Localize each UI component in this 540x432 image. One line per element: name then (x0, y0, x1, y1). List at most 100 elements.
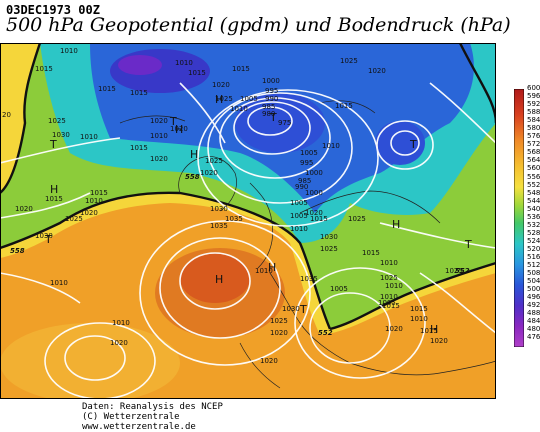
color-scale-tick: 552 (527, 180, 540, 189)
isobar-label: 1005 (240, 95, 258, 103)
edge-label: 20 (2, 111, 11, 119)
geopotential-west-strip (0, 43, 40, 193)
isobar-label: 1020 (150, 117, 168, 125)
isobar-label: 1015 (382, 302, 400, 310)
isobar-label: 1030 (320, 233, 338, 241)
high-pressure-marker: H (190, 148, 198, 161)
color-scale-tick: 560 (527, 164, 540, 173)
contour-labels: 558 558 552 552 (10, 173, 470, 337)
isobar-label: 1000 (305, 189, 323, 197)
isobar-label: 985 (262, 103, 275, 111)
isobar-label: 1030 (35, 232, 53, 240)
isobar-label: 975 (278, 119, 291, 127)
isobar-label: 1030 (52, 131, 70, 139)
isobar-label: 1020 (212, 81, 230, 89)
color-scale-tick: 496 (527, 293, 540, 302)
isobar-label: 980 (262, 110, 275, 118)
color-scale-tick: 592 (527, 100, 540, 109)
isobar-label: 995 (265, 87, 278, 95)
coastlines (119, 100, 496, 389)
map-title: 500 hPa Geopotential (gpdm) und Bodendru… (6, 14, 511, 36)
geopotential-high-core (180, 253, 250, 303)
isobar-label: 1010 (322, 142, 340, 150)
color-scale-tick: 568 (527, 148, 540, 157)
isobar-label: 1020 (305, 209, 323, 217)
isobar-label: 1015 (130, 144, 148, 152)
isobar-label: 1025 (320, 245, 338, 253)
isobar-label: 1020 (368, 67, 386, 75)
color-scale-tick: 580 (527, 124, 540, 133)
color-scale-tick: 528 (527, 228, 540, 237)
isobar-label: 1005 (290, 212, 308, 220)
color-scale-tick: 596 (527, 92, 540, 101)
isobar-label: 1020 (385, 325, 403, 333)
isobar-label: 985 (298, 177, 311, 185)
color-scale-tick: 500 (527, 285, 540, 294)
isobar-label: 1005 (330, 285, 348, 293)
isobar-label: 1020 (170, 125, 188, 133)
credit-source: Daten: Reanalysis des NCEP (82, 402, 223, 412)
color-scale-tick: 520 (527, 244, 540, 253)
color-scale-tick: 572 (527, 140, 540, 149)
isobar-label: 1025 (48, 117, 66, 125)
color-scale-tick: 532 (527, 220, 540, 229)
isobar-label: 1000 (305, 169, 323, 177)
isobar-label: 1025 (65, 215, 83, 223)
contour-552-west (0, 43, 42, 194)
contour-label: 558 (185, 173, 200, 181)
color-scale-tick: 476 (527, 333, 540, 342)
isobar-label: 1015 (35, 65, 53, 73)
isobar-label: 1035 (225, 215, 243, 223)
contour-label: 552 (318, 329, 333, 337)
color-scale-tick: 600 (527, 84, 540, 92)
isobar-label: 1020 (15, 205, 33, 213)
map-frame (0, 43, 496, 399)
data-credits: Daten: Reanalysis des NCEP (C) Wetterzen… (82, 402, 223, 432)
isobar-label: 1010 (380, 259, 398, 267)
isobar-label: 1010 (85, 197, 103, 205)
isobar-label: 990 (265, 95, 278, 103)
isobar-label: 1025 (380, 274, 398, 282)
isobar-label: 1025 (348, 215, 366, 223)
color-scale-labels: 600 596 592 588 584 580 576 572 568 564 560 556 552 5… (527, 84, 540, 342)
low-pressure-marker: T (49, 138, 57, 151)
isobar-label: 1000 (262, 77, 280, 85)
isobar-label: 1010 (150, 132, 168, 140)
contour-label: 558 (10, 247, 25, 255)
isobar-label: 1010 (50, 279, 68, 287)
low-pressure-marker: T (269, 111, 277, 124)
low-pressure-marker: T (44, 233, 52, 246)
color-scale-tick: 536 (527, 212, 540, 221)
isobar-label: 1030 (210, 205, 228, 213)
isobars (0, 82, 496, 399)
isobar-label: 1035 (210, 222, 228, 230)
high-pressure-marker: H (215, 273, 223, 286)
isobar-label: 1010 (112, 319, 130, 327)
isobar-label: 1010 (230, 105, 248, 113)
color-scale-bar (514, 89, 524, 347)
isobar-label: 1015 (45, 195, 63, 203)
isobar-label: 1025 (215, 95, 233, 103)
isobar-label: 1010 (175, 59, 193, 67)
isobar-label: 1020 (200, 169, 218, 177)
isobar-label: 1025 (445, 267, 463, 275)
isobar-label: 1015 (310, 215, 328, 223)
low-pressure-marker: T (409, 138, 417, 151)
isobar-label: 995 (300, 159, 313, 167)
isobar-label: 1020 (80, 209, 98, 217)
low-pressure-marker: T (464, 238, 472, 251)
color-scale-tick: 524 (527, 236, 540, 245)
geopotential-core-purple (118, 55, 162, 75)
isobar-label: 990 (295, 183, 308, 191)
color-scale-tick: 480 (527, 325, 540, 334)
isobar-label: 1005 (300, 149, 318, 157)
isobar-label: 1015 (232, 65, 250, 73)
isobar-label: 1005 (290, 199, 308, 207)
color-scale-tick: 488 (527, 309, 540, 318)
isobar-label: 1020 (260, 357, 278, 365)
isobar-label: 1025 (270, 317, 288, 325)
color-scale-tick: 484 (527, 317, 540, 326)
color-scale-tick: 516 (527, 252, 540, 261)
